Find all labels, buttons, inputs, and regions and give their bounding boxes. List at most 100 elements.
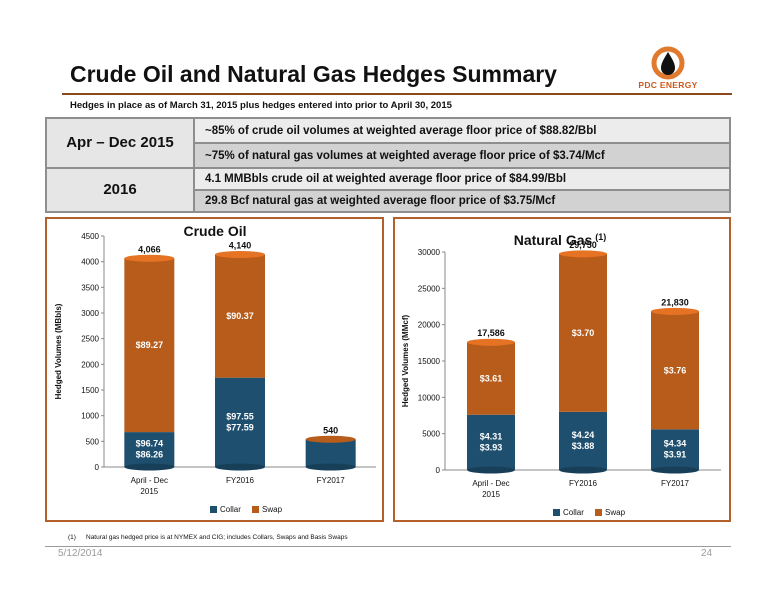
legend-swatch-swap [252, 506, 259, 513]
bar-collar [651, 429, 699, 470]
chart-title-note: (1) [595, 232, 606, 242]
y-tick-label: 2000 [81, 360, 99, 369]
data-label-total: 540 [323, 425, 338, 435]
bar-base [124, 463, 175, 471]
bar-base [651, 466, 699, 474]
y-axis-label: Hedged Volumes (MMcf) [401, 315, 410, 408]
data-label-collar: $77.59 [226, 422, 254, 432]
legend-swatch-swap [595, 509, 602, 516]
chart-title-text: Crude Oil [183, 223, 246, 239]
footnote-number: (1) [68, 534, 76, 541]
legend-label-collar: Collar [220, 505, 241, 514]
company-logo: PDC ENERGY [628, 46, 708, 98]
chart-title-text: Natural Gas [514, 232, 593, 248]
logo-wordmark: PDC ENERGY [638, 80, 698, 90]
data-label-swap: $3.61 [480, 373, 503, 383]
x-tick-label: 2015 [482, 490, 500, 499]
page-number: 24 [701, 548, 713, 559]
data-label-collar: $4.34 [664, 439, 687, 449]
y-axis-label: Hedged Volumes (MBbls) [54, 303, 63, 399]
data-label-swap: $89.27 [136, 340, 164, 350]
bar-swap [215, 254, 265, 378]
crude-oil-chart-panel: 0 500 1000 1500 2000 2500 3000 3500 4000 4500 Hedg… [45, 217, 384, 522]
y-tick-label: 3500 [81, 283, 99, 292]
bar-swap [559, 253, 607, 412]
footnote: (1) Natural gas hedged price is at NYMEX … [68, 534, 348, 541]
table-cell: 4.1 MMBbls crude oil at weighted average… [195, 169, 729, 189]
y-tick-label: 0 [436, 466, 441, 475]
y-tick-label: 5000 [422, 430, 440, 439]
bar-top [651, 307, 699, 315]
bar-swap [467, 342, 515, 415]
hedge-summary-table: Apr – Dec 2015 ~85% of crude oil volumes… [45, 117, 731, 213]
y-tick-label: 4500 [81, 232, 99, 241]
bar-collar [559, 411, 607, 470]
data-label-swap: $3.70 [572, 328, 595, 338]
y-tick-label: 30000 [418, 248, 441, 257]
x-tick-label: FY2016 [226, 476, 255, 485]
y-tick-label: 15000 [418, 357, 441, 366]
data-label-collar: $86.26 [136, 450, 164, 460]
data-label-total: 4,140 [229, 240, 252, 250]
y-tick-label: 10000 [418, 393, 441, 402]
data-label-swap: $90.37 [226, 311, 254, 321]
x-tick-label: April - Dec [472, 479, 509, 488]
bar-collar [467, 414, 515, 470]
data-label-total: 21,830 [661, 297, 689, 307]
y-tick-label: 25000 [418, 284, 441, 293]
y-tick-label: 500 [86, 437, 100, 446]
x-tick-label: FY2017 [661, 479, 690, 488]
bar-collar [215, 377, 265, 467]
x-tick-label: April - Dec [131, 476, 168, 485]
legend-swatch-collar [553, 509, 560, 516]
legend-label-collar: Collar [563, 508, 584, 517]
natural-gas-chart-panel: 0 5000 10000 15000 20000 25000 30000 Hedged Vol… [393, 217, 731, 522]
crude-oil-chart: 0 500 1000 1500 2000 2500 3000 3500 4000 4500 Hedg… [54, 223, 376, 514]
data-label-collar: $97.55 [226, 411, 254, 421]
data-label-collar: $3.91 [664, 450, 687, 460]
table-row: Apr – Dec 2015 ~85% of crude oil volumes… [47, 119, 729, 167]
data-label-collar: $4.24 [572, 430, 595, 440]
page-subtitle: Hedges in place as of March 31, 2015 plu… [70, 100, 452, 111]
x-tick-label: FY2017 [317, 476, 346, 485]
y-tick-label: 0 [95, 463, 100, 472]
data-label-total: 29,750 [569, 240, 597, 250]
data-label-swap: $3.76 [664, 365, 687, 375]
bar-collar [305, 439, 356, 467]
bar-base [305, 463, 356, 471]
natural-gas-chart: 0 5000 10000 15000 20000 25000 30000 Hedged Vol… [401, 232, 721, 517]
bar-collar [124, 432, 175, 467]
footer-date: 5/12/2014 [58, 548, 103, 559]
legend-swatch-collar [210, 506, 217, 513]
data-label-total: 17,586 [477, 328, 505, 338]
bar-top [305, 435, 356, 443]
title-divider [62, 93, 732, 95]
chart-title: Natural Gas (1) [514, 232, 607, 248]
bar-top [215, 250, 265, 258]
y-tick-label: 2500 [81, 335, 99, 344]
table-cell: ~75% of natural gas volumes at weighted … [195, 144, 729, 167]
bar-top [559, 250, 607, 258]
y-tick-label: 1000 [81, 412, 99, 421]
legend-label-swap: Swap [262, 505, 283, 514]
chart-title: Crude Oil [183, 223, 246, 239]
data-label-total: 4,066 [138, 244, 161, 254]
page-title: Crude Oil and Natural Gas Hedges Summary [70, 61, 557, 87]
data-label-collar: $3.88 [572, 441, 595, 451]
bar-top [124, 254, 175, 262]
y-tick-label: 3000 [81, 309, 99, 318]
pdc-logo-icon [651, 46, 685, 80]
bar-base [559, 466, 607, 474]
bar-swap [124, 258, 175, 433]
table-row: 2016 4.1 MMBbls crude oil at weighted av… [47, 169, 729, 211]
period-label: 2016 [47, 169, 193, 211]
legend-label-swap: Swap [605, 508, 626, 517]
period-label: Apr – Dec 2015 [47, 119, 193, 167]
y-tick-label: 20000 [418, 321, 441, 330]
y-tick-label: 1500 [81, 386, 99, 395]
y-tick-label: 4000 [81, 258, 99, 267]
footnote-text: Natural gas hedged price is at NYMEX and… [86, 534, 348, 541]
bar-swap [651, 311, 699, 430]
table-cell: ~85% of crude oil volumes at weighted av… [195, 119, 729, 142]
footer-divider [45, 546, 731, 547]
